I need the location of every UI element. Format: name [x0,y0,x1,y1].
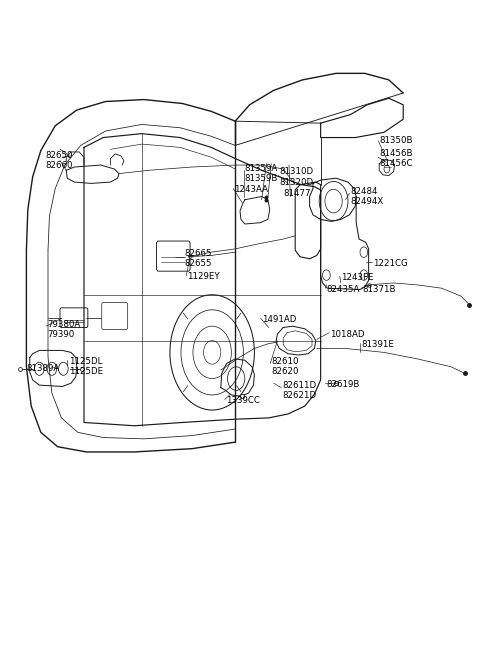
Text: 79380A
79390: 79380A 79390 [47,320,80,339]
Text: 81359A
81359B: 81359A 81359B [245,164,278,183]
FancyBboxPatch shape [60,308,88,328]
Text: 1125DL
1125DE: 1125DL 1125DE [69,357,103,377]
Text: 81477: 81477 [283,189,311,198]
Text: 82610
82620: 82610 82620 [271,357,299,377]
Text: 81391E: 81391E [361,340,394,349]
Text: 1243AA: 1243AA [234,185,268,195]
Text: 1221CG: 1221CG [373,259,408,268]
Text: 81371B: 81371B [362,285,396,294]
Text: 82650
82660: 82650 82660 [46,151,73,170]
Text: 82611D
82621D: 82611D 82621D [282,381,316,400]
Text: 1129EY: 1129EY [187,272,220,281]
Text: 1339CC: 1339CC [226,396,260,405]
FancyBboxPatch shape [102,303,128,329]
Text: 81456B
81456C: 81456B 81456C [379,149,413,168]
Text: 82665
82655: 82665 82655 [185,249,212,269]
Text: 81310D
81320D: 81310D 81320D [279,167,313,187]
Text: 82619B: 82619B [326,380,360,389]
Text: 1491AD: 1491AD [262,315,296,324]
Text: 1243FE: 1243FE [341,273,373,282]
Text: 82484
82494X: 82484 82494X [350,187,384,206]
Text: 81389A: 81389A [26,364,60,373]
Text: 1018AD: 1018AD [330,329,365,339]
Text: 82435A: 82435A [326,285,360,294]
Text: 81350B: 81350B [379,136,413,145]
FancyBboxPatch shape [156,241,190,271]
